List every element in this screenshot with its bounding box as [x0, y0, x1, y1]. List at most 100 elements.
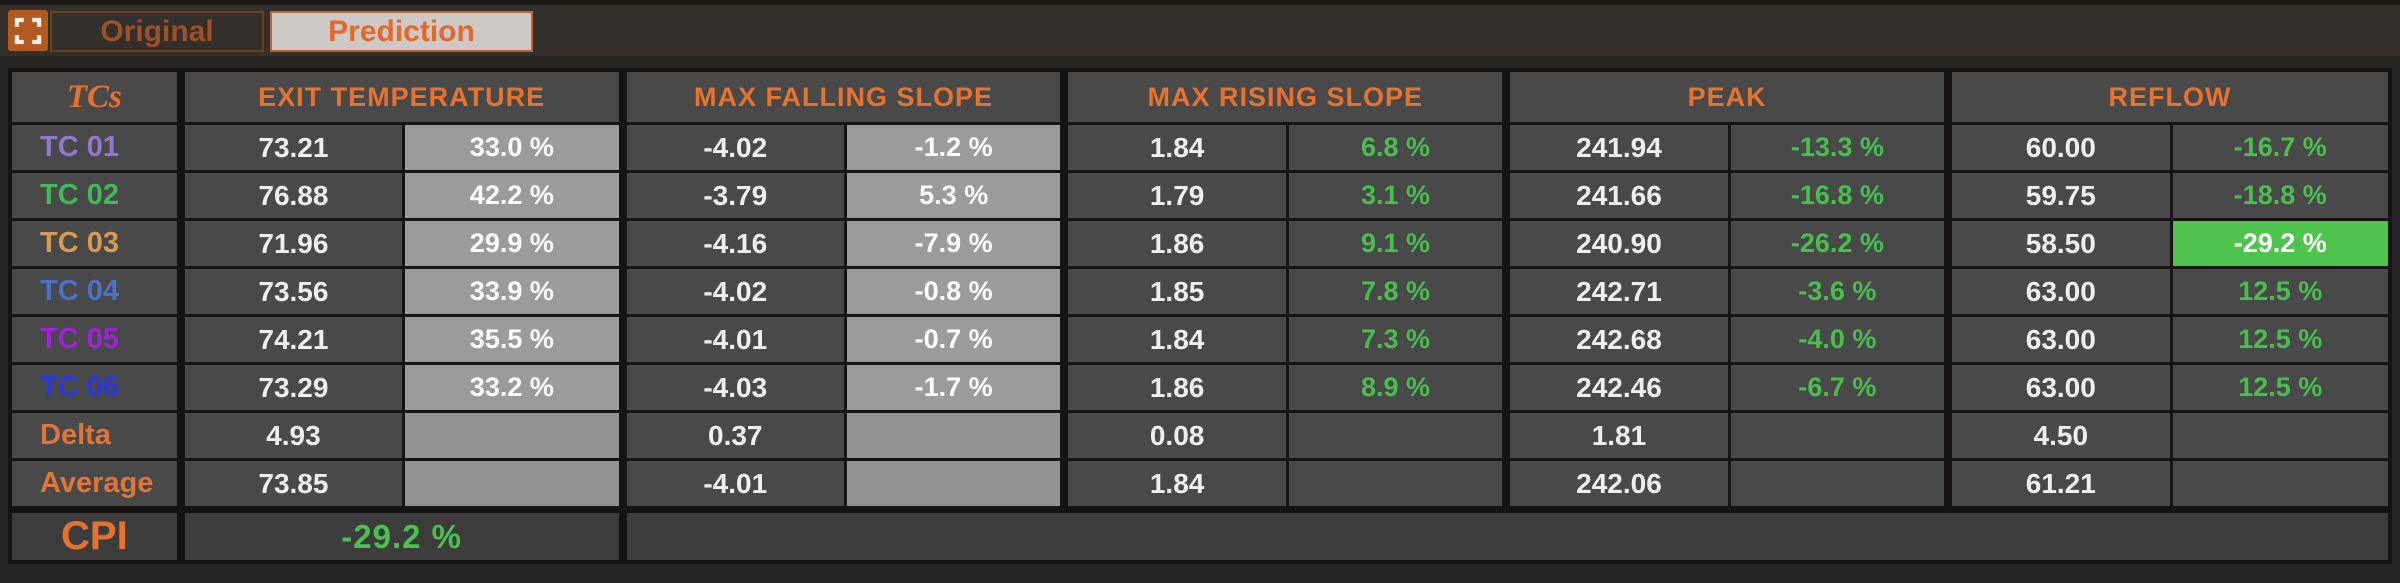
- value-cell: 0.37: [618, 410, 847, 461]
- value-cell: 0.08: [1060, 410, 1289, 461]
- pct-cell: [843, 458, 1066, 511]
- cpi-value: -29.2 %: [176, 506, 625, 564]
- top-edge-strip: [0, 0, 2400, 5]
- pct-cell: 3.1 %: [1285, 170, 1508, 221]
- table-row: Delta 4.93 0.37 0.08 1.81 4.50: [8, 410, 2392, 461]
- value-cell: 4.93: [176, 410, 406, 461]
- row-label: Average: [8, 458, 183, 511]
- value-cell: -4.01: [618, 314, 847, 365]
- pct-cell: -3.6 %: [1727, 266, 1950, 317]
- value-cell: 63.00: [1944, 266, 2173, 317]
- value-cell: 73.56: [176, 266, 406, 317]
- value-cell: 73.29: [176, 362, 406, 413]
- pct-cell: [402, 410, 625, 461]
- pct-cell: -6.7 %: [1727, 362, 1950, 413]
- pct-cell: [2169, 410, 2392, 461]
- pct-cell: [1285, 458, 1508, 511]
- pct-cell: 8.9 %: [1285, 362, 1508, 413]
- value-cell: 242.68: [1502, 314, 1731, 365]
- pct-cell: 33.2 %: [402, 362, 625, 413]
- value-cell: 63.00: [1944, 362, 2173, 413]
- cpi-label: CPI: [8, 506, 183, 564]
- value-cell: 71.96: [176, 218, 406, 269]
- row-label: TC 03: [8, 218, 183, 269]
- pct-cell: -0.8 %: [843, 266, 1066, 317]
- column-header-max-rising-slope: MAX RISING SLOPE: [1060, 68, 1508, 125]
- header-row: TCs EXIT TEMPERATURE MAX FALLING SLOPE M…: [8, 68, 2392, 125]
- value-cell: 60.00: [1944, 122, 2173, 173]
- pct-cell: -13.3 %: [1727, 122, 1950, 173]
- table-row: TC 02 76.88 42.2 % -3.79 5.3 % 1.79 3.1 % 241.6…: [8, 170, 2392, 221]
- value-cell: 1.84: [1060, 122, 1289, 173]
- pct-cell: [2169, 458, 2392, 511]
- value-cell: -4.02: [618, 122, 847, 173]
- value-cell: 240.90: [1502, 218, 1731, 269]
- value-cell: 242.06: [1502, 458, 1731, 511]
- value-cell: 63.00: [1944, 314, 2173, 365]
- pct-cell: 29.9 %: [402, 218, 625, 269]
- table-row: TC 01 73.21 33.0 % -4.02 -1.2 % 1.84 6.8 % 241.…: [8, 122, 2392, 173]
- row-label: TC 05: [8, 314, 183, 365]
- value-cell: 61.21: [1944, 458, 2173, 511]
- cpi-empty-cell: [618, 506, 2392, 564]
- pct-cell: -16.7 %: [2169, 122, 2392, 173]
- pct-cell: 12.5 %: [2169, 266, 2392, 317]
- pct-cell: -1.2 %: [843, 122, 1066, 173]
- value-cell: 73.21: [176, 122, 406, 173]
- value-cell: 1.85: [1060, 266, 1289, 317]
- value-cell: -4.03: [618, 362, 847, 413]
- pct-cell: -1.7 %: [843, 362, 1066, 413]
- pct-cell: 42.2 %: [402, 170, 625, 221]
- value-cell: -4.02: [618, 266, 847, 317]
- pct-cell: -18.8 %: [2169, 170, 2392, 221]
- pct-cell: -7.9 %: [843, 218, 1066, 269]
- pct-cell: -4.0 %: [1727, 314, 1950, 365]
- pct-cell: [1285, 410, 1508, 461]
- value-cell: 242.71: [1502, 266, 1731, 317]
- value-cell: 76.88: [176, 170, 406, 221]
- pct-cell: 5.3 %: [843, 170, 1066, 221]
- column-header-reflow: REFLOW: [1944, 68, 2392, 125]
- row-label: TC 06: [8, 362, 183, 413]
- expand-icon[interactable]: [8, 10, 48, 51]
- value-cell: 1.79: [1060, 170, 1289, 221]
- tab-prediction[interactable]: Prediction: [270, 11, 533, 52]
- value-cell: 73.85: [176, 458, 406, 511]
- tab-original[interactable]: Original: [50, 11, 264, 52]
- pct-cell: 6.8 %: [1285, 122, 1508, 173]
- value-cell: 58.50: [1944, 218, 2173, 269]
- table-row: TC 05 74.21 35.5 % -4.01 -0.7 % 1.84 7.3 % 242.…: [8, 314, 2392, 365]
- table-row: TC 04 73.56 33.9 % -4.02 -0.8 % 1.85 7.8 % 242.…: [8, 266, 2392, 317]
- pct-cell: 33.9 %: [402, 266, 625, 317]
- row-label: TC 01: [8, 122, 183, 173]
- pct-cell: [402, 458, 625, 511]
- column-header-peak: PEAK: [1502, 68, 1950, 125]
- value-cell: 1.84: [1060, 314, 1289, 365]
- pct-cell: [1727, 410, 1950, 461]
- value-cell: -3.79: [618, 170, 847, 221]
- pct-cell: 9.1 %: [1285, 218, 1508, 269]
- row-label: Delta: [8, 410, 183, 461]
- pct-cell: -29.2 %: [2169, 218, 2392, 269]
- row-label: TC 02: [8, 170, 183, 221]
- pct-cell: 7.3 %: [1285, 314, 1508, 365]
- table-row: TC 03 71.96 29.9 % -4.16 -7.9 % 1.86 9.1 % 240.…: [8, 218, 2392, 269]
- value-cell: 241.66: [1502, 170, 1731, 221]
- value-cell: 59.75: [1944, 170, 2173, 221]
- table-row: TC 06 73.29 33.2 % -4.03 -1.7 % 1.86 8.9 % 242.…: [8, 362, 2392, 413]
- row-label: TC 04: [8, 266, 183, 317]
- pct-cell: -0.7 %: [843, 314, 1066, 365]
- results-table: TCs EXIT TEMPERATURE MAX FALLING SLOPE M…: [8, 68, 2392, 564]
- value-cell: 74.21: [176, 314, 406, 365]
- pct-cell: -26.2 %: [1727, 218, 1950, 269]
- column-header-max-falling-slope: MAX FALLING SLOPE: [618, 68, 1066, 125]
- pct-cell: [1727, 458, 1950, 511]
- table-row: Average 73.85 -4.01 1.84 242.06 61.21: [8, 458, 2392, 511]
- pct-cell: [843, 410, 1066, 461]
- value-cell: -4.01: [618, 458, 847, 511]
- value-cell: 1.86: [1060, 362, 1289, 413]
- pct-cell: 33.0 %: [402, 122, 625, 173]
- value-cell: 1.81: [1502, 410, 1731, 461]
- column-header-tcs: TCs: [8, 68, 183, 125]
